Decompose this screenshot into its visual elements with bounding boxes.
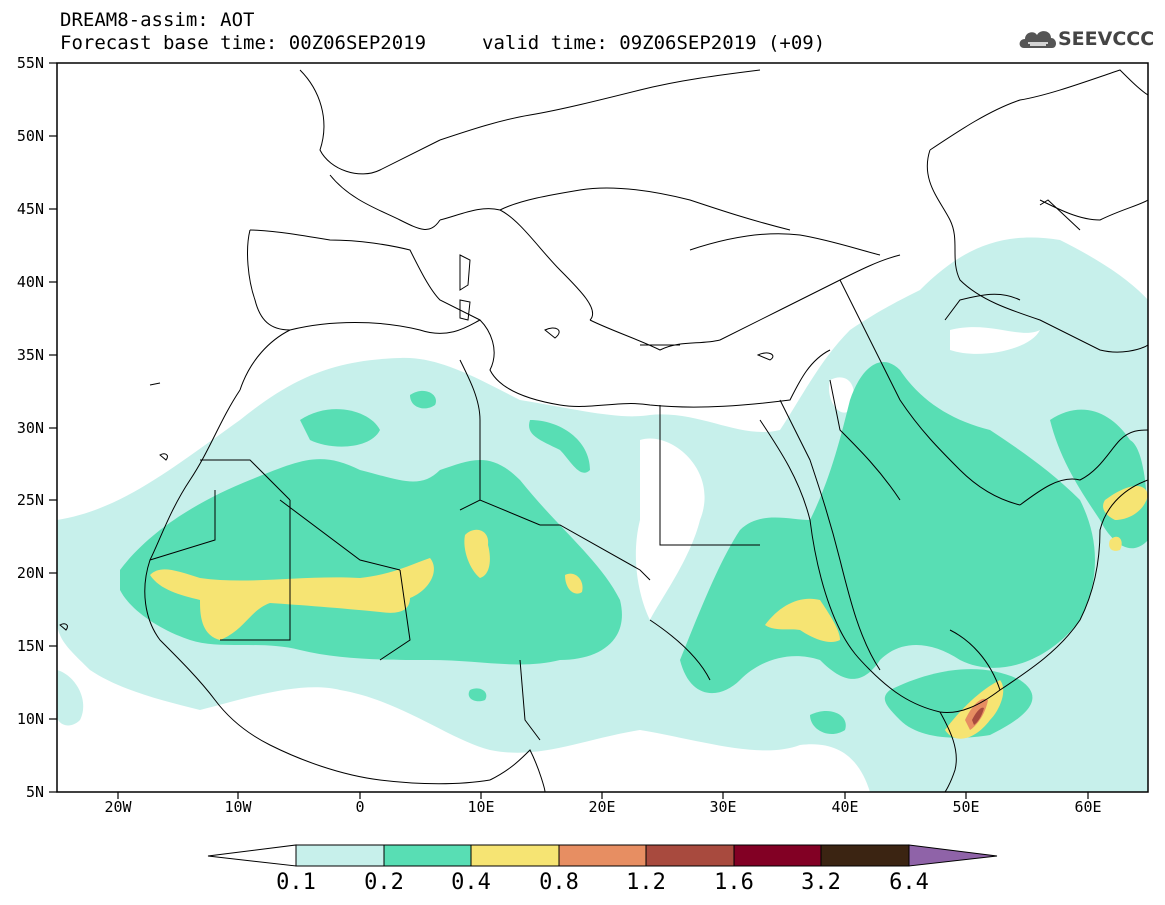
lon-tick-label: 20W	[104, 798, 132, 816]
lat-tick-label: 40N	[16, 273, 44, 291]
colorbar-swatch-0.1-0.2	[295, 844, 385, 867]
colorbar-label: 1.6	[714, 870, 754, 895]
lon-tick-label: 50E	[952, 798, 980, 816]
colorbar-swatch-1.2-1.6	[645, 844, 735, 867]
map-title: DREAM8-assim: AOT	[60, 9, 255, 31]
colorbar-label: 1.2	[626, 870, 666, 895]
lat-tick-label: 10N	[16, 710, 44, 728]
lat-tick-label: 30N	[16, 419, 44, 437]
lon-tick-label: 10E	[467, 798, 495, 816]
lon-tick-label: 0	[355, 798, 365, 816]
country-borders	[144, 69, 1148, 792]
axis-ticks	[49, 62, 1089, 799]
forecast-base-time: Forecast base time: 00Z06SEP2019	[60, 32, 427, 54]
aot-band-1.2-1.6	[972, 707, 984, 725]
colorbar-label: 3.2	[801, 870, 841, 895]
colorbar-label: 0.1	[276, 870, 316, 895]
colorbar-swatch-1.6-3.2	[733, 844, 822, 867]
valid-time: valid time: 09Z06SEP2019 (+09)	[482, 32, 826, 54]
lon-tick-label: 20E	[588, 798, 616, 816]
logo-text: SEEVCCC	[1058, 28, 1155, 50]
lon-tick-label: 10W	[224, 798, 252, 816]
lat-tick-label: 45N	[16, 200, 44, 218]
colorbar-swatch-0.8-1.2	[558, 844, 647, 867]
cloud-icon	[1019, 31, 1057, 48]
coastline-details	[59, 254, 774, 631]
lon-tick-label: 40E	[831, 798, 859, 816]
lon-tick-label: 60E	[1074, 798, 1102, 816]
colorbar-label: 0.2	[364, 870, 404, 895]
lat-tick-label: 35N	[16, 346, 44, 364]
colorbar	[207, 844, 998, 867]
lat-tick-label: 55N	[16, 54, 44, 72]
colorbar-label: 0.8	[539, 870, 579, 895]
colorbar-swatch-0.4-0.8	[470, 844, 560, 867]
colorbar-under-arrow	[207, 844, 297, 867]
colorbar-swatch-3.2-6.4	[820, 844, 910, 867]
colorbar-over-arrow	[908, 844, 998, 867]
aot-contours	[57, 63, 1148, 792]
lat-tick-label: 15N	[16, 637, 44, 655]
lat-tick-label: 25N	[16, 491, 44, 509]
lat-tick-label: 20N	[16, 564, 44, 582]
lon-tick-label: 30E	[709, 798, 737, 816]
lat-tick-label: 50N	[16, 127, 44, 145]
colorbar-label: 0.4	[451, 870, 491, 895]
colorbar-label: 6.4	[889, 870, 929, 895]
lat-tick-label: 5N	[25, 783, 44, 801]
colorbar-swatch-0.2-0.4	[383, 844, 472, 867]
